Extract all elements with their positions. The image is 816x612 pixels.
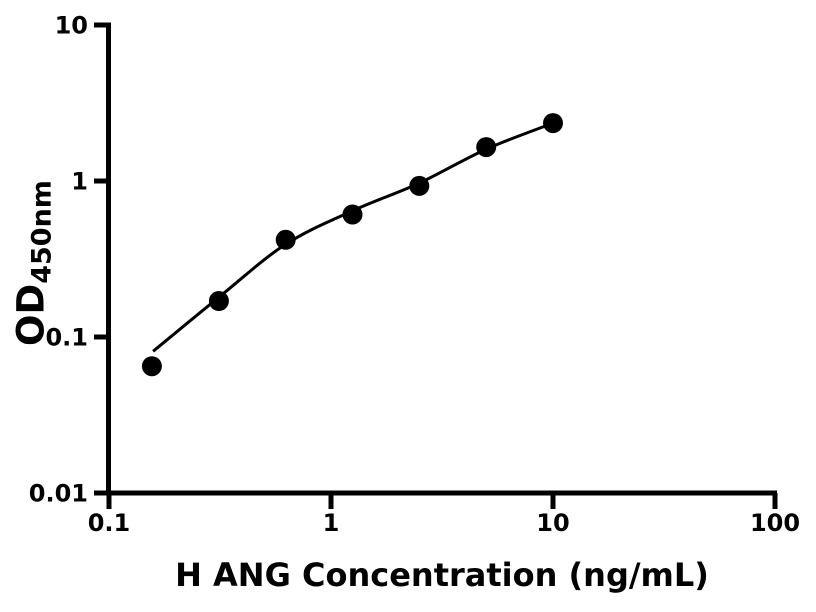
x-tick-label: 100: [750, 509, 800, 537]
y-tick-label: 0.1: [45, 324, 88, 352]
x-axis-label: H ANG Concentration (ng/mL): [175, 556, 709, 594]
y-tick-label: 0.01: [29, 480, 88, 508]
x-tick-label: 10: [536, 509, 569, 537]
data-point: [409, 175, 430, 196]
y-axis-label: OD450nm: [9, 180, 58, 346]
y-tick-label: 10: [55, 12, 88, 40]
data-point: [141, 356, 162, 377]
x-tick-label: 0.1: [88, 509, 131, 537]
data-point: [543, 113, 563, 134]
x-tick-label: 1: [323, 509, 340, 537]
data-point: [342, 204, 363, 225]
data-point: [476, 137, 497, 158]
y-axis-label-subscript: 450nm: [26, 180, 58, 284]
y-tick-label: 1: [71, 168, 88, 196]
y-axis-label-main: OD: [9, 283, 53, 346]
data-point: [275, 229, 296, 250]
fit-curve: [152, 121, 554, 353]
data-point: [208, 291, 229, 311]
